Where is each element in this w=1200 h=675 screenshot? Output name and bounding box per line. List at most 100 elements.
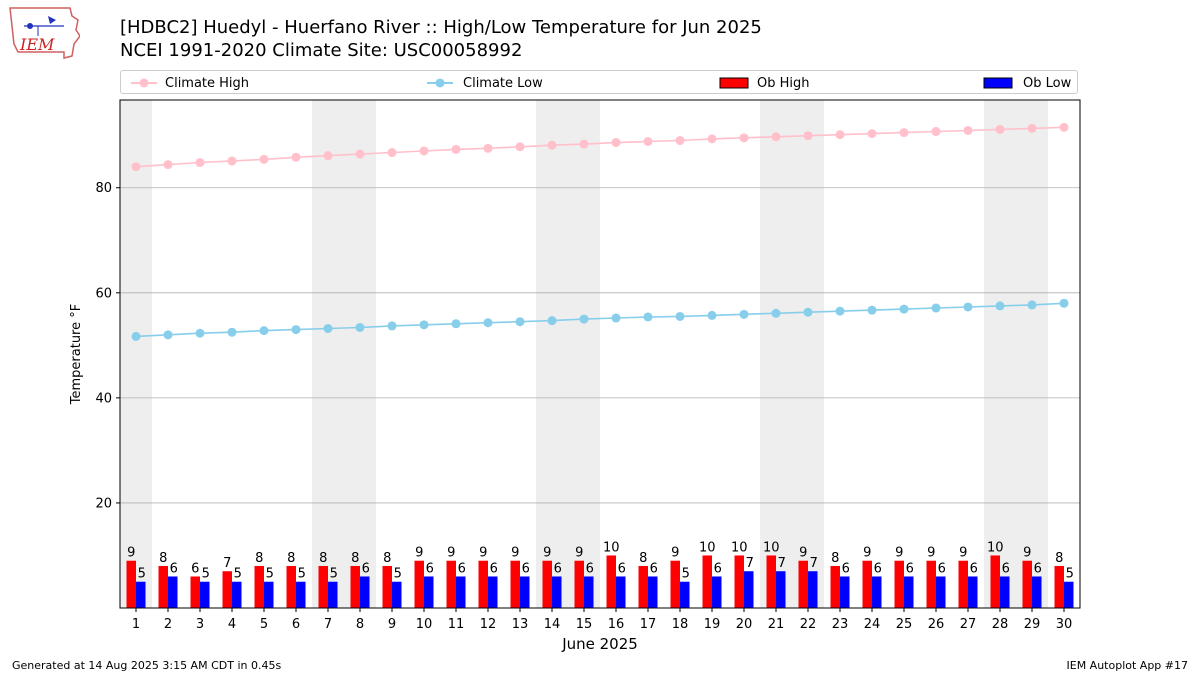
ob-high-bar [830,565,840,608]
ob-low-bar [872,576,882,608]
ob-low-value-label: 5 [394,567,402,582]
x-tick-label: 14 [544,617,561,632]
climate-high-point [707,134,717,144]
ob-low-bar [488,576,498,608]
climate-low-point [771,308,781,318]
ob-high-bar [766,555,776,608]
ob-low-bar [1064,581,1074,608]
climate-low-point [195,328,205,338]
climate-low-point [803,307,813,317]
ob-low-value-label: 6 [554,561,562,576]
climate-low-point [547,316,557,326]
ob-high-value-label: 8 [255,551,263,566]
climate-low-point [867,305,877,315]
ob-low-value-label: 6 [842,561,850,576]
ob-low-bar [552,576,562,608]
ob-high-value-label: 10 [603,540,620,555]
ob-low-value-label: 6 [426,561,434,576]
ob-low-bar [680,581,690,608]
x-tick-label: 24 [864,617,881,632]
ob-low-value-label: 6 [1002,561,1010,576]
ob-high-value-label: 9 [863,546,871,561]
ob-high-bar [574,560,584,608]
plot-frame [119,99,1081,609]
climate-high-point [579,139,589,149]
ob-high-value-label: 8 [159,551,167,566]
ob-low-value-label: 6 [650,561,658,576]
ob-high-value-label: 8 [831,551,839,566]
ob-low-value-label: 5 [138,567,146,582]
weekend-shade [120,100,152,608]
ob-low-value-label: 6 [970,561,978,576]
x-tick-label: 4 [228,617,236,632]
climate-low-point [355,322,365,332]
y-tick-label: 40 [95,391,112,406]
footer-app: IEM Autoplot App #17 [1066,659,1189,672]
ob-high-bar [798,560,808,608]
ob-high-bar [926,560,936,608]
ob-high-value-label: 9 [543,546,551,561]
x-tick-label: 21 [768,617,785,632]
climate-high-point [323,151,333,161]
ob-high-bar [318,565,328,608]
climate-low-point [451,319,461,329]
ob-low-bar [776,571,786,608]
x-tick-label: 6 [292,617,300,632]
x-tick-label: 19 [704,617,721,632]
climate-high-point [355,149,365,159]
climate-low-point [835,306,845,316]
x-tick-label: 30 [1056,617,1073,632]
chart-legend: Climate High Climate Low Ob High Ob Low [120,70,1078,94]
ob-low-bar [392,581,402,608]
climate-high-point [643,137,653,147]
ob-high-value-label: 9 [799,546,807,561]
ob-high-value-label: 8 [383,551,391,566]
ob-high-bar [542,560,552,608]
ob-low-bar [264,581,274,608]
ob-high-value-label: 7 [223,556,231,571]
climate-high-point [387,148,397,158]
x-tick-label: 28 [992,617,1009,632]
climate-low-point [739,309,749,319]
x-tick-label: 23 [832,617,849,632]
ob-low-value-label: 6 [1034,561,1042,576]
climate-high-point [1027,123,1037,133]
x-tick-label: 29 [1024,617,1041,632]
ob-high-bar [958,560,968,608]
climate-high-point [675,135,685,145]
ob-high-value-label: 6 [191,561,199,576]
ob-high-bar [638,565,648,608]
ob-high-bar [606,555,616,608]
ob-high-bar [382,565,392,608]
ob-low-bar [584,576,594,608]
climate-high-point [515,142,525,152]
chart-subtitle: NCEI 1991-2020 Climate Site: USC00058992 [120,40,523,61]
ob-low-value-label: 5 [682,567,690,582]
x-tick-label: 12 [480,617,497,632]
ob-low-value-label: 6 [490,561,498,576]
y-axis-label: Temperature °F [69,304,84,405]
weekend-shade [312,100,344,608]
ob-high-value-label: 8 [287,551,295,566]
climate-high-point [867,129,877,139]
ob-high-value-label: 8 [351,551,359,566]
climate-low-point [291,325,301,335]
x-tick-label: 1 [132,617,140,632]
ob-low-value-label: 5 [266,567,274,582]
climate-high-point [611,138,621,148]
climate-high-point [931,127,941,137]
legend-climate-low-marker [427,78,453,88]
legend-ob-low: Ob Low [983,71,1071,95]
ob-high-value-label: 8 [639,551,647,566]
x-tick-label: 18 [672,617,689,632]
legend-ob-high-label: Ob High [757,75,810,91]
ob-high-value-label: 10 [987,540,1004,555]
climate-low-point [963,302,973,312]
climate-low-line [135,302,1065,338]
ob-low-bar [1000,576,1010,608]
x-tick-label: 13 [512,617,529,632]
climate-high-point [1059,122,1069,132]
ob-low-value-label: 6 [874,561,882,576]
ob-high-value-label: 8 [1055,551,1063,566]
